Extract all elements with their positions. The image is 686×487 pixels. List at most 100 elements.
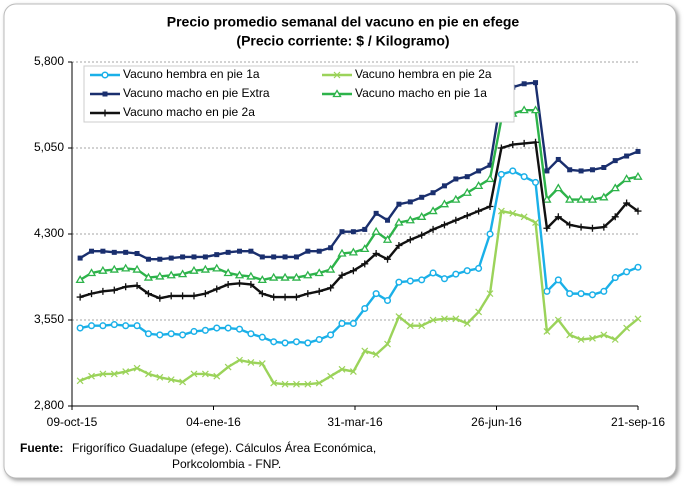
marker: [76, 377, 84, 385]
marker: [464, 174, 470, 180]
marker: [486, 290, 494, 298]
marker: [406, 277, 414, 285]
chart-subtitle: (Precio corriente: $ / Kilogramo): [236, 33, 449, 49]
marker: [338, 319, 346, 327]
marker: [328, 245, 334, 251]
marker: [509, 209, 517, 217]
marker: [497, 144, 505, 152]
marker: [190, 327, 198, 336]
marker: [430, 190, 436, 196]
marker: [452, 216, 460, 224]
marker: [486, 230, 494, 238]
marker: [463, 212, 471, 220]
marker: [200, 264, 210, 273]
marker: [566, 290, 574, 298]
marker: [88, 290, 96, 298]
marker: [601, 164, 607, 170]
marker: [555, 156, 561, 162]
marker: [315, 379, 323, 387]
marker: [554, 276, 562, 284]
marker: [361, 304, 369, 313]
marker: [132, 264, 142, 273]
marker: [179, 292, 187, 300]
marker: [544, 168, 550, 174]
marker: [122, 368, 130, 376]
y-tick-label: 3,550: [34, 312, 64, 326]
marker: [452, 315, 460, 323]
marker: [236, 356, 243, 364]
marker: [98, 265, 108, 274]
marker: [338, 271, 346, 279]
marker: [487, 162, 493, 168]
marker: [612, 158, 618, 164]
marker: [463, 267, 471, 275]
marker: [292, 338, 300, 346]
marker: [567, 167, 573, 173]
marker: [177, 269, 188, 278]
marker: [234, 270, 245, 279]
marker: [144, 330, 152, 338]
marker: [201, 370, 209, 378]
marker: [588, 224, 596, 232]
marker: [155, 271, 165, 280]
marker: [304, 290, 312, 298]
marker: [258, 333, 266, 341]
marker: [532, 138, 540, 146]
marker: [145, 256, 151, 262]
marker: [291, 272, 302, 281]
marker: [327, 284, 335, 292]
marker: [440, 221, 448, 229]
marker: [282, 254, 288, 260]
marker: [213, 285, 221, 293]
marker: [394, 217, 404, 226]
marker: [270, 293, 278, 301]
marker: [566, 221, 574, 229]
marker: [441, 183, 447, 189]
marker: [361, 260, 369, 268]
marker: [520, 173, 528, 181]
marker: [475, 308, 483, 316]
marker: [634, 263, 642, 271]
marker: [258, 360, 266, 367]
marker: [247, 359, 255, 366]
marker: [133, 364, 141, 372]
marker: [418, 322, 426, 330]
marker: [76, 324, 84, 332]
marker: [350, 229, 356, 235]
marker: [225, 249, 231, 255]
marker: [156, 331, 164, 339]
marker: [99, 370, 107, 378]
marker: [109, 264, 119, 273]
marker: [201, 326, 209, 334]
x-tick-label: 04-ene-16: [186, 415, 241, 429]
source-label: Fuente:: [20, 441, 63, 455]
marker: [189, 265, 199, 274]
marker: [360, 244, 370, 253]
marker: [600, 223, 608, 231]
marker: [473, 181, 484, 189]
marker: [248, 248, 254, 254]
marker: [451, 194, 461, 203]
marker: [531, 178, 540, 186]
marker: [157, 256, 163, 262]
marker: [611, 213, 619, 221]
marker: [258, 290, 266, 298]
marker: [372, 249, 380, 257]
marker: [476, 168, 482, 174]
x-tick-label: 09-oct-15: [47, 415, 98, 429]
marker: [396, 201, 402, 207]
marker: [236, 279, 244, 287]
marker: [121, 263, 131, 272]
marker: [190, 370, 198, 378]
marker: [144, 290, 152, 298]
marker: [293, 380, 300, 388]
marker: [384, 255, 392, 263]
legend-label: Vacuno macho en pie 2a: [123, 105, 255, 119]
marker: [452, 270, 460, 278]
marker: [542, 194, 552, 203]
marker: [623, 268, 631, 276]
marker: [224, 324, 232, 332]
marker: [382, 234, 393, 243]
marker: [385, 217, 391, 223]
marker: [621, 174, 632, 183]
